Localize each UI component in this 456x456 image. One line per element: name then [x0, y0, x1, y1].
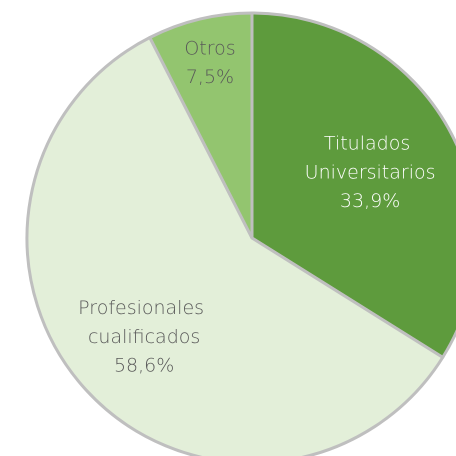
slice-category-label: Profesionales cualificados	[78, 296, 210, 347]
slice-category-label: Otros	[184, 37, 235, 59]
pie-slice	[250, 11, 456, 359]
slice-value-label: 58,6%	[114, 354, 174, 376]
slice-value-label: 33,9%	[340, 190, 400, 212]
pie-slice	[148, 11, 254, 240]
label-line: Universitarios	[305, 161, 436, 183]
label-line: Otros	[184, 37, 235, 59]
label-line: Profesionales	[78, 296, 210, 318]
pie-slice	[25, 36, 445, 456]
slice-category-label: Titulados Universitarios	[305, 132, 436, 183]
label-line: cualificados	[88, 325, 200, 347]
slice-value-label: 7,5%	[186, 66, 234, 88]
label-line: Titulados	[324, 132, 416, 154]
